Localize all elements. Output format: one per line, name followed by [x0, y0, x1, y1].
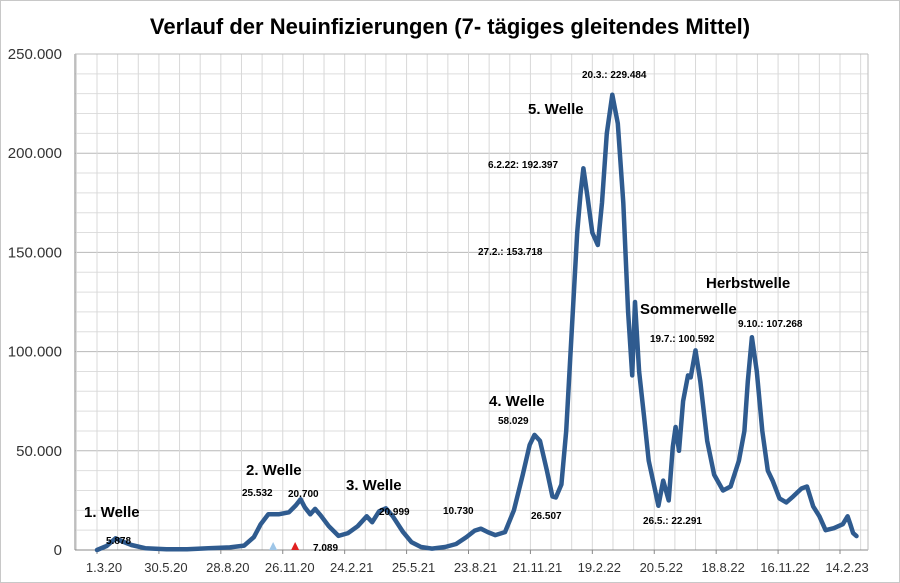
- data-label-58029: 58.029: [498, 416, 529, 427]
- y-tick-label: 200.000: [8, 145, 62, 162]
- data-label-192397: 6.2.22: 192.397: [488, 160, 558, 171]
- grid: [74, 53, 869, 551]
- data-label-20700: 20.700: [288, 489, 319, 500]
- x-tick-label: 30.5.20: [144, 560, 187, 575]
- x-axis: 1.3.20 30.5.20 28.8.20 26.11.20 24.2.21 25.5.…: [86, 550, 869, 575]
- wave-label-sommer: Sommerwelle: [640, 301, 737, 318]
- x-tick-label: 1.3.20: [86, 560, 122, 575]
- x-tick-label: 26.11.20: [265, 560, 315, 575]
- x-tick-label: 18.8.22: [701, 560, 744, 575]
- event-marker: [269, 542, 278, 550]
- y-tick-label: 50.000: [16, 443, 62, 460]
- wave-label-2: 2. Welle: [246, 462, 302, 479]
- x-tick-label: 20.5.22: [640, 560, 683, 575]
- x-tick-label: 25.5.21: [392, 560, 435, 575]
- data-label-100592: 19.7.: 100.592: [650, 334, 715, 345]
- y-tick-label: 250.000: [8, 46, 62, 63]
- data-label-229484: 20.3.: 229.484: [582, 70, 647, 81]
- data-label-10730: 10.730: [443, 506, 474, 517]
- series-line: [94, 92, 859, 553]
- data-label-5878: 5.878: [106, 536, 131, 547]
- data-label-22291: 26.5.: 22.291: [643, 516, 702, 527]
- data-label-153718: 27.2.: 153.718: [478, 247, 543, 258]
- y-tick-label: 0: [54, 542, 62, 559]
- data-label-7089: 7.089: [313, 543, 338, 554]
- y-axis: 0 50.000 100.000 150.000 200.000 250.000: [8, 46, 62, 559]
- x-tick-label: 16.11.22: [760, 560, 810, 575]
- chart-title: Verlauf der Neuinfizierungen (7- tägiges…: [150, 14, 750, 39]
- wave-label-herbst: Herbstwelle: [706, 275, 790, 292]
- wave-label-1: 1. Welle: [84, 504, 140, 521]
- markers: [269, 542, 300, 550]
- x-tick-label: 28.8.20: [206, 560, 249, 575]
- data-label-20999: 20.999: [379, 507, 410, 518]
- y-tick-label: 100.000: [8, 344, 62, 361]
- data-label-26507: 26.507: [531, 511, 562, 522]
- x-tick-label: 21.11.21: [513, 560, 563, 575]
- event-marker: [291, 542, 300, 550]
- x-tick-label: 19.2.22: [578, 560, 621, 575]
- y-tick-label: 150.000: [8, 244, 62, 261]
- x-tick-label: 24.2.21: [330, 560, 373, 575]
- wave-label-4: 4. Welle: [489, 393, 545, 410]
- x-tick-label: 23.8.21: [454, 560, 497, 575]
- wave-label-3: 3. Welle: [346, 477, 402, 494]
- wave-label-5: 5. Welle: [528, 101, 584, 118]
- x-tick-label: 14.2.23: [825, 560, 868, 575]
- data-label-25532: 25.532: [242, 488, 273, 499]
- data-label-107268: 9.10.: 107.268: [738, 319, 803, 330]
